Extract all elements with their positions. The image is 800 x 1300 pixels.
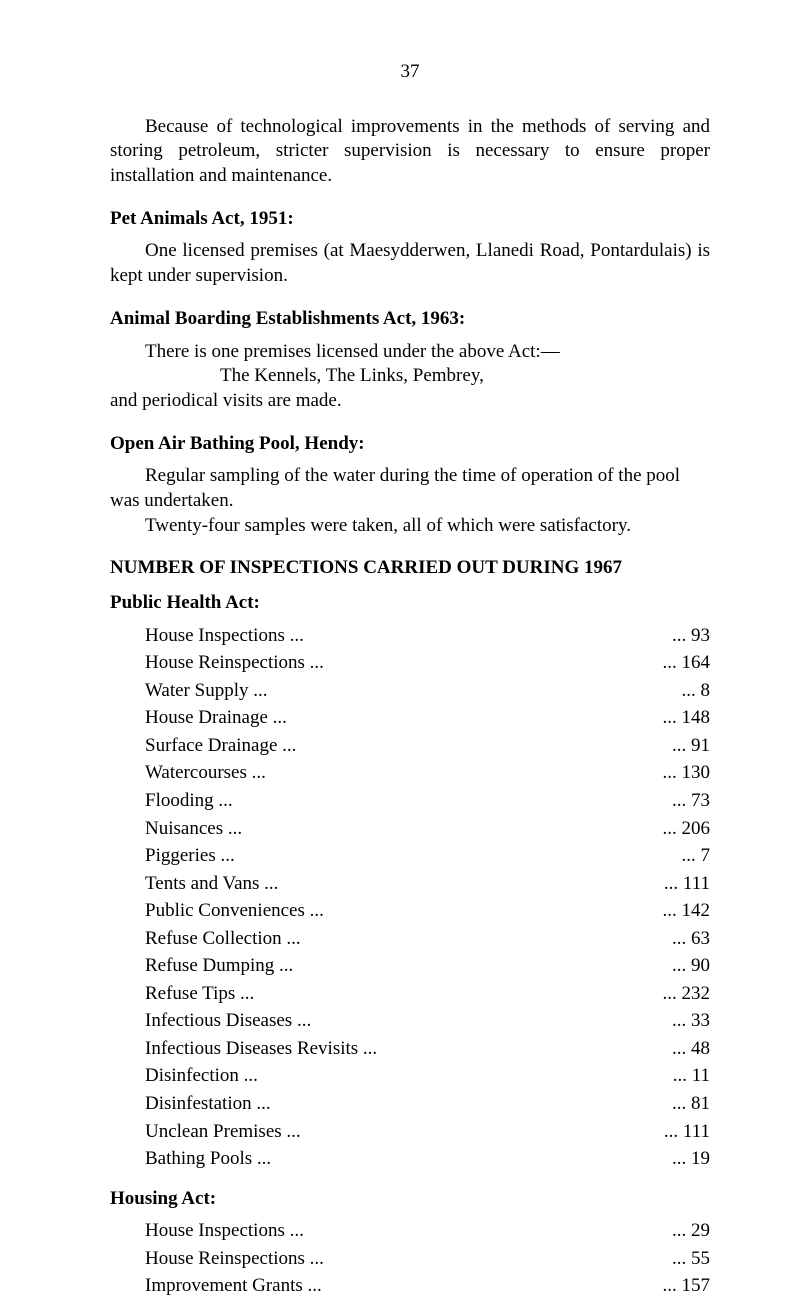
- pet-animals-section: Pet Animals Act, 1951: One licensed prem…: [110, 207, 710, 289]
- public-health-heading: Public Health Act:: [110, 591, 710, 616]
- list-item-value: ... 142: [650, 897, 710, 925]
- list-item: Piggeries ... ... 7: [110, 842, 710, 870]
- list-item: Infectious Diseases ... ... 33: [110, 1007, 710, 1035]
- list-item: Water Supply ... ... 8: [110, 677, 710, 705]
- list-item-label: Disinfestation ...: [145, 1090, 271, 1118]
- list-item-value: ... 19: [650, 1145, 710, 1173]
- list-item: Bathing Pools ... ... 19: [110, 1145, 710, 1173]
- list-item-value: ... 8: [650, 677, 710, 705]
- list-item: Surface Drainage ... ... 91: [110, 732, 710, 760]
- list-item-value: ... 111: [650, 1118, 710, 1146]
- intro-paragraph: Because of technological improvements in…: [110, 115, 710, 189]
- pet-animals-heading: Pet Animals Act, 1951:: [110, 207, 710, 232]
- list-item: House Reinspections ... ... 55: [110, 1245, 710, 1273]
- list-item-label: Flooding ...: [145, 787, 233, 815]
- list-item-value: ... 63: [650, 925, 710, 953]
- open-air-heading: Open Air Bathing Pool, Hendy:: [110, 432, 710, 457]
- housing-list: House Inspections ...... 29House Reinspe…: [110, 1217, 710, 1300]
- list-item: Nuisances ... ... 206: [110, 815, 710, 843]
- list-item-value: ... 11: [650, 1062, 710, 1090]
- list-item-label: House Drainage ...: [145, 704, 287, 732]
- list-item-value: ... 7: [650, 842, 710, 870]
- list-item-label: House Inspections ...: [145, 622, 304, 650]
- open-air-body2: Twenty-four samples were taken, all of w…: [110, 514, 710, 539]
- list-item-value: ... 29: [650, 1217, 710, 1245]
- list-item-value: ... 90: [650, 952, 710, 980]
- list-item-label: Water Supply ...: [145, 677, 267, 705]
- list-item-label: Refuse Tips ...: [145, 980, 254, 1008]
- list-item: Refuse Tips ... ... 232: [110, 980, 710, 1008]
- inspections-heading: NUMBER OF INSPECTIONS CARRIED OUT DURING…: [110, 556, 710, 581]
- list-item-label: Bathing Pools ...: [145, 1145, 271, 1173]
- list-item: House Drainage ... ... 148: [110, 704, 710, 732]
- list-item: Disinfection ... ... 11: [110, 1062, 710, 1090]
- list-item-value: ... 232: [650, 980, 710, 1008]
- list-item-label: Watercourses ...: [145, 759, 266, 787]
- housing-heading: Housing Act:: [110, 1187, 710, 1212]
- list-item-label: Unclean Premises ...: [145, 1118, 301, 1146]
- animal-boarding-body3: and periodical visits are made.: [110, 389, 710, 414]
- public-health-list: House Inspections ...... 93House Reinspe…: [110, 622, 710, 1173]
- animal-boarding-section: Animal Boarding Establishments Act, 1963…: [110, 307, 710, 414]
- list-item-label: House Inspections ...: [145, 1217, 304, 1245]
- list-item: Watercourses ... ... 130: [110, 759, 710, 787]
- list-item-value: ... 73: [650, 787, 710, 815]
- page-number: 37: [110, 60, 710, 85]
- list-item: Flooding ... ... 73: [110, 787, 710, 815]
- list-item-value: ... 33: [650, 1007, 710, 1035]
- list-item: House Inspections ... ... 29: [110, 1217, 710, 1245]
- list-item-label: Nuisances ...: [145, 815, 242, 843]
- list-item-label: Tents and Vans ...: [145, 870, 278, 898]
- list-item-label: House Reinspections ...: [145, 649, 324, 677]
- list-item-label: Improvement Grants ...: [145, 1272, 322, 1300]
- list-item-value: ... 157: [650, 1272, 710, 1300]
- list-item: Disinfestation ... ... 81: [110, 1090, 710, 1118]
- list-item-value: ... 164: [650, 649, 710, 677]
- list-item: House Inspections ... ... 93: [110, 622, 710, 650]
- list-item-value: ... 81: [650, 1090, 710, 1118]
- open-air-body1: Regular sampling of the water during the…: [110, 464, 710, 513]
- list-item: Infectious Diseases Revisits ... ... 48: [110, 1035, 710, 1063]
- list-item-value: ... 91: [650, 732, 710, 760]
- list-item-value: ... 206: [650, 815, 710, 843]
- animal-boarding-heading: Animal Boarding Establishments Act, 1963…: [110, 307, 710, 332]
- list-item-label: Disinfection ...: [145, 1062, 258, 1090]
- list-item: Improvement Grants ... ... 157: [110, 1272, 710, 1300]
- list-item-label: Piggeries ...: [145, 842, 235, 870]
- list-item: Tents and Vans ... ... 111: [110, 870, 710, 898]
- list-item: Refuse Dumping ... ... 90: [110, 952, 710, 980]
- list-item-label: House Reinspections ...: [145, 1245, 324, 1273]
- list-item-value: ... 148: [650, 704, 710, 732]
- list-item: Public Conveniences ... ... 142: [110, 897, 710, 925]
- list-item-value: ... 93: [650, 622, 710, 650]
- list-item-label: Surface Drainage ...: [145, 732, 296, 760]
- list-item-label: Infectious Diseases ...: [145, 1007, 311, 1035]
- animal-boarding-body1: There is one premises licensed under the…: [110, 340, 710, 365]
- list-item-label: Public Conveniences ...: [145, 897, 324, 925]
- pet-animals-body: One licensed premises (at Maesydderwen, …: [110, 239, 710, 288]
- list-item-value: ... 111: [650, 870, 710, 898]
- list-item-label: Infectious Diseases Revisits ...: [145, 1035, 377, 1063]
- open-air-section: Open Air Bathing Pool, Hendy: Regular sa…: [110, 432, 710, 539]
- animal-boarding-body2: The Kennels, The Links, Pembrey,: [110, 364, 710, 389]
- list-item-value: ... 130: [650, 759, 710, 787]
- list-item-label: Refuse Collection ...: [145, 925, 301, 953]
- list-item-value: ... 48: [650, 1035, 710, 1063]
- inspections-section: NUMBER OF INSPECTIONS CARRIED OUT DURING…: [110, 556, 710, 1300]
- list-item-value: ... 55: [650, 1245, 710, 1273]
- list-item: Unclean Premises ... ... 111: [110, 1118, 710, 1146]
- list-item: Refuse Collection ... ... 63: [110, 925, 710, 953]
- list-item-label: Refuse Dumping ...: [145, 952, 293, 980]
- list-item: House Reinspections ... ... 164: [110, 649, 710, 677]
